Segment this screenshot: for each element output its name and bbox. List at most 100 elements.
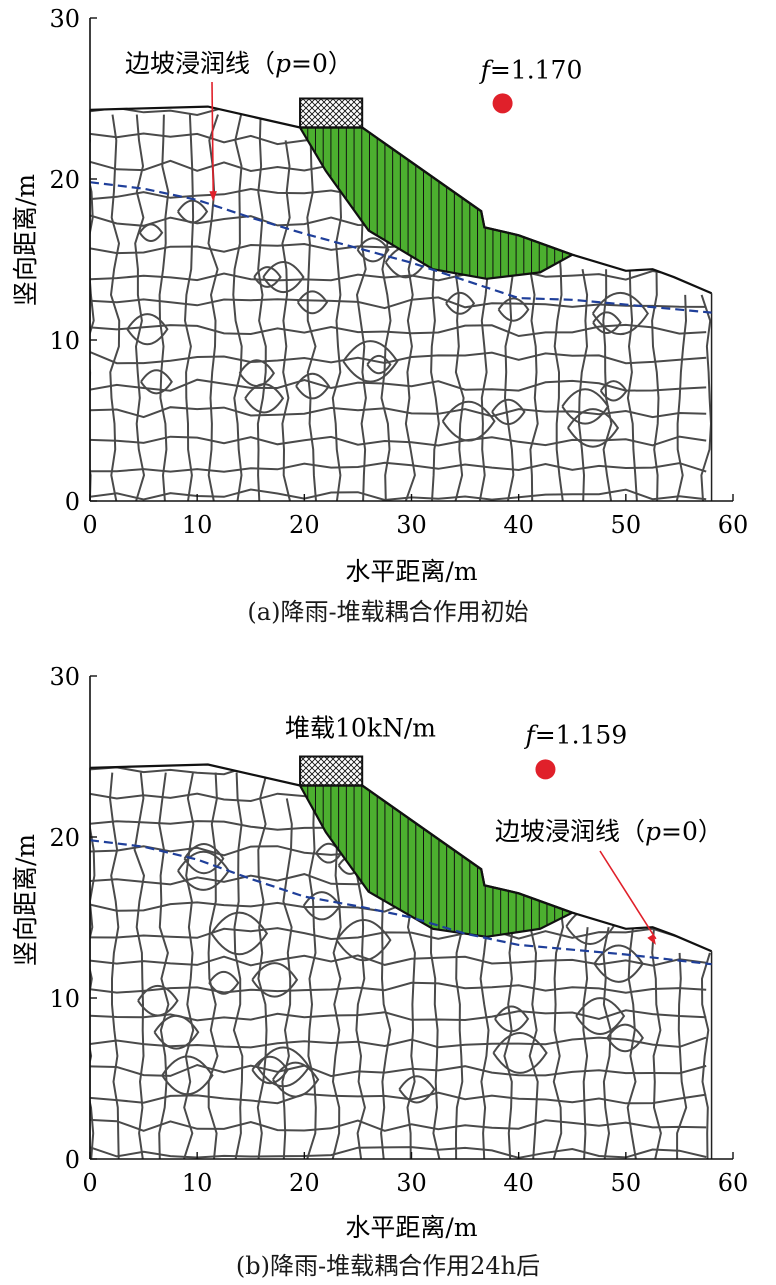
x-tick-label: 50 (611, 1169, 642, 1197)
mesh-column (183, 114, 195, 502)
y-tick-label: 30 (49, 5, 80, 33)
mesh-column (331, 140, 343, 502)
mesh-cell (251, 962, 299, 998)
mesh-column (700, 952, 711, 1159)
mesh-cell (302, 891, 342, 921)
mesh-row (90, 435, 707, 447)
mesh-column (626, 269, 638, 502)
x-tick-label: 60 (718, 511, 749, 539)
y-axis-label: 竖向距离/m (11, 834, 40, 966)
mesh-cell (441, 400, 496, 442)
safety-factor-symbol: f (479, 55, 494, 84)
mesh-column (232, 114, 243, 502)
mesh-cell (126, 313, 169, 346)
safety-factor-label: f=1.159 (523, 720, 627, 749)
safety-factor-value: =1.159 (535, 720, 628, 749)
mesh-cell (251, 1055, 289, 1085)
surcharge-label: 堆载10kN/m (285, 714, 436, 743)
mesh-row (90, 351, 707, 365)
mesh-row (90, 406, 707, 419)
mesh-cell (183, 843, 225, 875)
mesh-row (90, 1146, 707, 1159)
mesh-column (478, 243, 490, 502)
annotation-arrowhead (209, 191, 217, 202)
mesh-cell (244, 383, 285, 414)
mesh-cell (494, 1005, 530, 1033)
mesh-row (90, 296, 707, 310)
sliding-mass (300, 785, 573, 937)
mesh-cell (335, 918, 392, 962)
phreatic-annotation: 边坡浸润线（p=0） (125, 49, 353, 78)
mesh-cell (296, 290, 329, 315)
x-tick-label: 0 (82, 1169, 97, 1197)
mesh-cell (238, 359, 276, 387)
mesh-row (90, 954, 707, 967)
x-tick-label: 20 (289, 511, 320, 539)
phreatic-annotation: 边坡浸润线（p=0） (495, 817, 723, 846)
mesh-column (281, 798, 293, 1159)
mesh-column (553, 243, 564, 502)
mesh-column (158, 772, 170, 1159)
mesh-row (90, 378, 707, 392)
mesh-cell (262, 260, 305, 294)
mesh-cell (398, 1075, 436, 1104)
mesh-cell (593, 944, 644, 983)
mesh-column (552, 901, 565, 1159)
surcharge-load (299, 97, 364, 129)
caption-a: (a)降雨-堆载耦合作用初始 (247, 598, 529, 626)
safety-factor-dot (492, 93, 513, 114)
mesh-cell (497, 297, 530, 322)
mesh-column (232, 772, 244, 1159)
mesh-column (256, 772, 268, 1159)
mesh-column (256, 114, 267, 502)
mesh-column (479, 901, 490, 1159)
x-tick-label: 40 (503, 511, 534, 539)
y-tick-label: 0 (65, 1146, 80, 1174)
x-tick-label: 50 (611, 511, 642, 539)
mesh-row (90, 1118, 707, 1132)
mesh-row (90, 461, 707, 473)
mesh-cell (137, 984, 179, 1017)
safety-factor-dot (535, 759, 556, 780)
mesh-column (108, 772, 120, 1159)
mesh-cell (445, 291, 476, 315)
mesh-row (90, 1063, 707, 1078)
mesh-cell (599, 380, 628, 402)
y-tick-label: 10 (49, 327, 80, 355)
mesh-cell (342, 340, 399, 383)
mesh-cell (567, 408, 620, 448)
mesh-column (281, 140, 291, 502)
mesh-row (90, 1009, 707, 1022)
phreatic-line (89, 839, 712, 966)
x-tick-label: 40 (503, 1169, 534, 1197)
x-tick-label: 30 (396, 1169, 427, 1197)
mesh-cell (140, 369, 173, 395)
phreatic-line (89, 181, 712, 314)
x-tick-label: 10 (182, 1169, 213, 1197)
y-tick-label: 10 (49, 985, 80, 1013)
x-tick-label: 0 (82, 511, 97, 539)
x-tick-label: 60 (718, 1169, 749, 1197)
mesh-cell (356, 237, 390, 263)
y-tick-label: 30 (49, 663, 80, 691)
x-tick-label: 20 (289, 1169, 320, 1197)
panel-b: 0 10 20 30 40 50 60 0 10 20 30 水平距离/m 竖向距离/m f=1.159 堆… (11, 663, 748, 1242)
mesh-cell (592, 311, 622, 334)
mesh-cell (161, 1055, 214, 1096)
mesh-column (306, 140, 317, 502)
x-axis-label: 水平距离/m (345, 557, 477, 586)
mesh-cell (538, 848, 587, 885)
y-tick-label: 20 (49, 824, 80, 852)
mesh-column (676, 952, 688, 1159)
mesh-cell (492, 1031, 548, 1074)
ground-surface (89, 763, 713, 953)
mesh-cell (295, 372, 331, 400)
mesh-cell (366, 354, 392, 375)
y-tick-label: 20 (49, 166, 80, 194)
mesh-column (109, 114, 121, 502)
x-tick-label: 10 (182, 511, 213, 539)
safety-factor-value: =1.170 (490, 55, 583, 84)
mesh-column (577, 269, 589, 502)
mesh-column (626, 927, 637, 1159)
y-axis-label: 竖向距离/m (11, 174, 40, 306)
